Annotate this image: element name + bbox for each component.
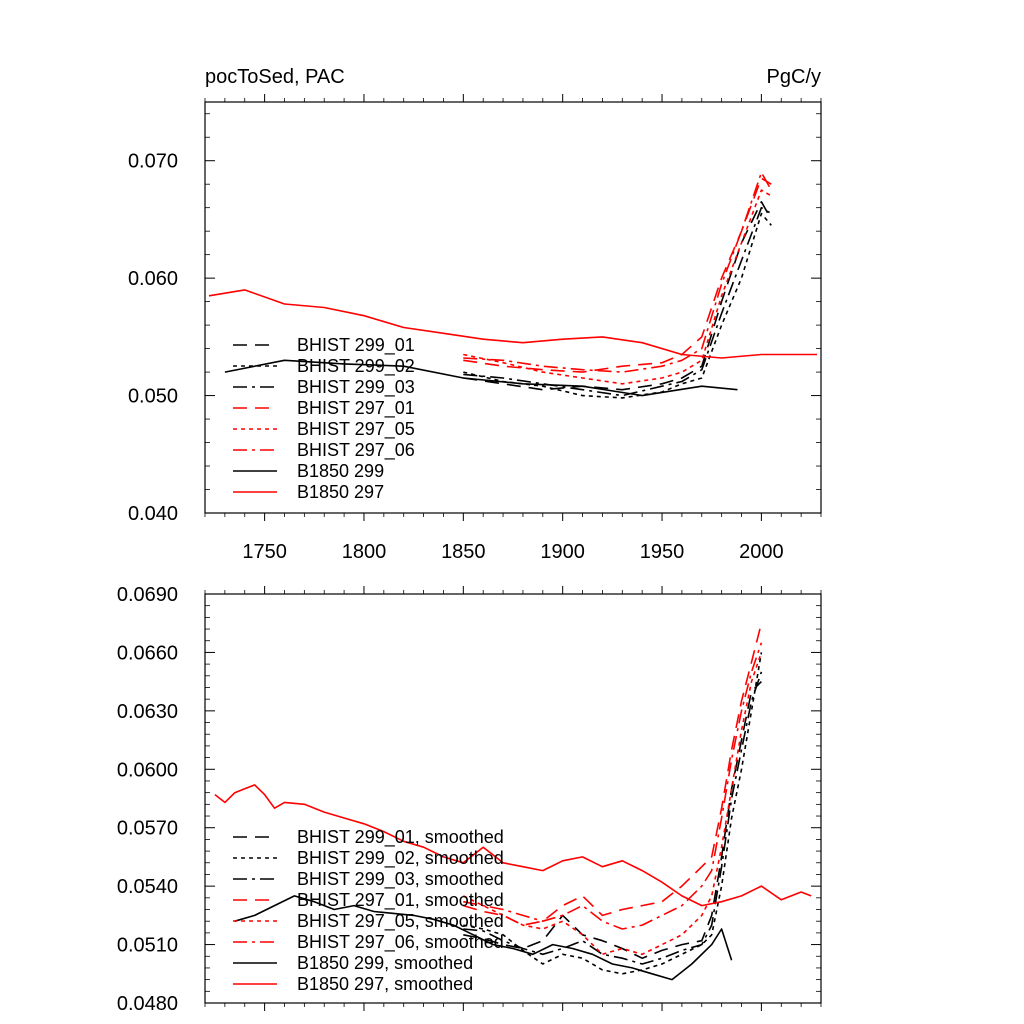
top-x-tick-label: 1850	[441, 541, 486, 563]
top-series-line-3	[463, 206, 772, 397]
top-series-group	[208, 171, 817, 399]
top-ticks-group: 1750 1800 1850 1900 1950 2000 0.040 0.050 0.060 0…	[128, 94, 822, 563]
bot-series-line-8	[214, 784, 812, 907]
bot-series-line-3	[463, 671, 763, 965]
bot-series-line-5	[462, 652, 763, 956]
top-y-tick-label: 0.060	[128, 268, 178, 290]
bot-y-tick-label: 0.0630	[117, 701, 178, 723]
top-series-line-6	[463, 171, 772, 373]
bot-y-tick-label: 0.0660	[117, 642, 178, 664]
top-legend-label: BHIST 299_03	[297, 377, 415, 398]
top-x-tick-label: 1750	[242, 541, 287, 563]
top-legend-label: BHIST 297_06	[297, 440, 415, 461]
bot-y-tick-label: 0.0570	[117, 818, 178, 840]
bot-series-line-1	[463, 681, 762, 960]
bot-series-line-2	[463, 652, 763, 975]
bot-legend-label: BHIST 299_03, smoothed	[297, 869, 504, 890]
bot-y-tick-label: 0.0510	[117, 935, 178, 957]
bot-legend-label: BHIST 299_02, smoothed	[297, 848, 504, 869]
top-x-tick-label: 1800	[342, 541, 387, 563]
bot-series-line-6	[463, 642, 763, 930]
bot-y-tick-label: 0.0600	[117, 759, 178, 781]
top-series-line-2	[463, 212, 772, 399]
top-series-line-4	[463, 177, 772, 373]
top-y-tick-label: 0.040	[128, 503, 178, 525]
top-x-tick-label: 1900	[540, 541, 585, 563]
bot-legend-label: BHIST 299_01, smoothed	[297, 827, 504, 848]
top-x-tick-label: 1950	[640, 541, 685, 563]
bot-legend-label: B1850 297, smoothed	[297, 974, 473, 994]
bot-legend-label: B1850 299, smoothed	[297, 953, 473, 973]
bot-y-tick-label: 0.0540	[117, 876, 178, 898]
bot-legend-label: BHIST 297_06, smoothed	[297, 932, 504, 953]
top-x-tick-label: 2000	[739, 541, 784, 563]
top-legend-label: B1850 297	[297, 482, 384, 502]
bottom-plot-frame	[204, 593, 822, 1004]
top-legend-label: BHIST 299_02	[297, 356, 415, 377]
bottom-ticks-group: 0.0480 0.0510 0.0540 0.0570 0.0600 0.0630 0.06…	[117, 584, 822, 1015]
top-left-title: pocToSed, PAC	[205, 66, 345, 88]
bottom-series-group	[214, 623, 812, 981]
bot-series-line-7	[234, 895, 733, 981]
top-series-line-7	[224, 359, 738, 397]
top-plot-frame	[204, 101, 822, 514]
top-legend-label: B1850 299	[297, 461, 384, 481]
top-series-line-5	[463, 189, 772, 385]
top-legend-label: BHIST 297_01	[297, 398, 415, 419]
top-right-units: PgC/y	[767, 66, 821, 88]
bot-legend-label: BHIST 297_01, smoothed	[297, 890, 504, 911]
bottom-panel: 0.0480 0.0510 0.0540 0.0570 0.0600 0.0630 0.06…	[117, 584, 822, 1015]
bot-series-line-4	[463, 623, 763, 926]
top-panel: pocToSed, PAC PgC/y 1750 1800 1850 1900 1950…	[128, 66, 822, 563]
bot-y-tick-label: 0.0480	[117, 993, 178, 1015]
top-y-tick-label: 0.050	[128, 386, 178, 408]
top-legend-label: BHIST 297_05	[297, 419, 415, 440]
bot-legend-label: BHIST 297_05, smoothed	[297, 911, 504, 932]
top-series-line-8	[208, 289, 817, 359]
top-y-tick-label: 0.070	[128, 151, 178, 173]
top-legend-label: BHIST 299_01	[297, 335, 415, 356]
bot-y-tick-label: 0.0690	[117, 584, 178, 606]
